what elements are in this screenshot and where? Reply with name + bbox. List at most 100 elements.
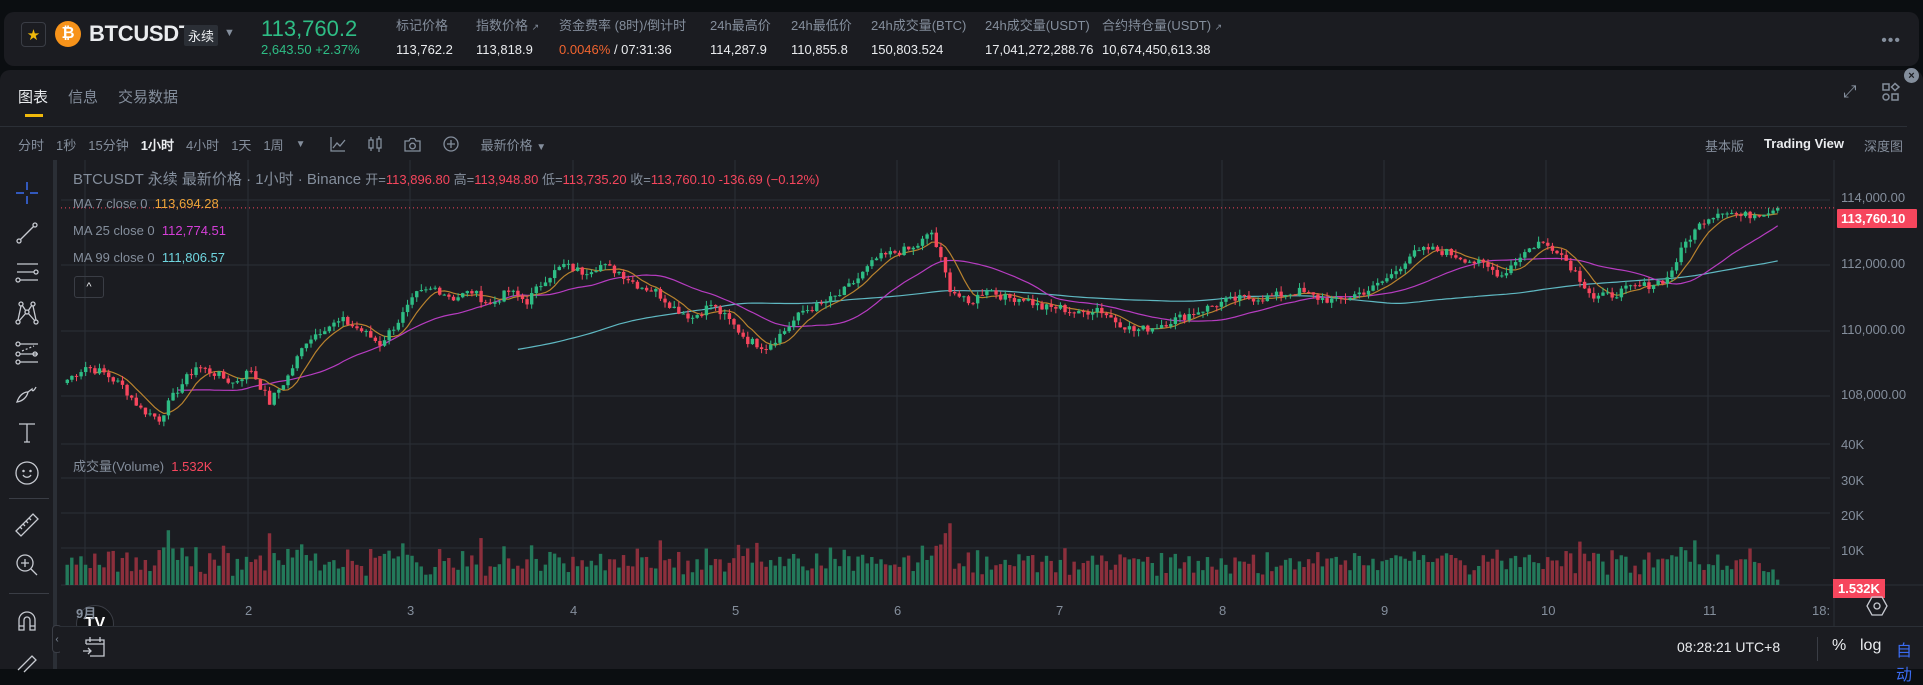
symbol-name[interactable]: BTCUSDT <box>89 21 193 46</box>
y-axis-label: 114,000.00 <box>1841 190 1906 205</box>
timeframe-1d[interactable]: 1天 <box>231 137 252 153</box>
log-scale-toggle[interactable]: log <box>1860 637 1882 654</box>
timeframe-15m[interactable]: 15分钟 <box>88 137 129 153</box>
stat-mark-price: 标记价格 113,762.2 <box>396 18 453 57</box>
divider <box>9 593 49 594</box>
divider <box>0 126 1907 127</box>
crosshair-icon[interactable] <box>12 180 42 206</box>
funding-rate-value: 0.0046% <box>559 42 611 57</box>
chart-bottom-bar: 08:28:21 UTC+8 % log 自动 <box>60 626 1923 684</box>
y-axis-label: 110,000.00 <box>1841 322 1906 337</box>
price-change: 2,643.50 +2.37% <box>261 42 360 57</box>
contract-type-badge: 永续 <box>184 25 219 46</box>
eraser-icon[interactable] <box>12 648 42 674</box>
pattern-icon[interactable] <box>12 300 42 326</box>
star-icon: ★ <box>26 26 41 44</box>
timeframe-1h[interactable]: 1小时 <box>140 137 174 153</box>
x-axis-label: 11 <box>1703 603 1717 618</box>
x-axis-label: 9 <box>1381 603 1389 618</box>
candlestick-chart[interactable] <box>0 160 1923 669</box>
divider <box>9 498 49 499</box>
x-axis-label: 18: <box>1812 603 1831 618</box>
divider <box>1817 637 1818 661</box>
x-axis-label: 7 <box>1056 603 1064 618</box>
indicator-icon[interactable] <box>329 136 346 152</box>
stat-24h-high: 24h最高价 114,287.9 <box>710 18 771 57</box>
x-axis-label: 4 <box>570 603 578 618</box>
external-link-icon: ↗ <box>1214 22 1223 32</box>
stat-index-price[interactable]: 指数价格 ↗ 113,818.9 <box>476 18 540 57</box>
volume-tag: 1.532K <box>1833 579 1885 598</box>
close-icon[interactable]: × <box>1904 68 1919 83</box>
x-axis-label: 2 <box>245 603 253 618</box>
tab-trading-data[interactable]: 交易数据 <box>118 89 179 106</box>
stat-funding-rate: 资金费率 (8时)/倒计时 0.0046% / 07:31:36 <box>559 18 687 57</box>
timeframe-4h[interactable]: 4小时 <box>185 137 220 153</box>
magnet-icon[interactable] <box>12 608 42 634</box>
x-axis-label: 3 <box>407 603 415 618</box>
ruler-icon[interactable] <box>12 512 42 538</box>
view-tradingview[interactable]: Trading View <box>1764 136 1844 151</box>
volume-axis-label: 40K <box>1841 437 1865 452</box>
brush-icon[interactable] <box>12 380 42 406</box>
stat-24h-volume-usdt: 24h成交量(USDT) 17,041,272,288.76 <box>985 18 1094 57</box>
stat-open-interest[interactable]: 合约持仓量(USDT) ↗ 10,674,450,613.38 <box>1102 18 1223 57</box>
panel-tabs: 图表 信息 交易数据 <box>18 86 179 117</box>
chart-area[interactable]: ‹ BTCUSDT 永续 最新价格 · 1小时 · Binance 开=113,… <box>0 160 1923 684</box>
x-axis-label: 10 <box>1541 603 1556 618</box>
timeframe-1w[interactable]: 1周 <box>263 137 284 153</box>
x-axis-label: 9月 <box>76 606 97 621</box>
collapse-legend-button[interactable]: ^ <box>74 276 104 298</box>
auto-scale-toggle[interactable]: 自动 <box>1896 643 1913 684</box>
trendline-icon[interactable] <box>12 220 42 246</box>
view-switcher: 基本版 Trading View 深度图 <box>1705 136 1903 155</box>
external-link-icon: ↗ <box>531 22 540 32</box>
ticker-header: ★ ₿ BTCUSDT 永续 ▼ 113,760.2 2,643.50 +2.3… <box>4 12 1919 66</box>
layout-icon[interactable] <box>1881 82 1901 107</box>
stat-24h-volume-btc: 24h成交量(BTC) 150,803.524 <box>871 18 967 57</box>
tab-info[interactable]: 信息 <box>68 89 99 106</box>
volume-axis-label: 30K <box>1841 473 1865 488</box>
ma25-legend: MA 25 close 0 112,774.51 <box>73 223 226 238</box>
chevron-down-icon: ▼ <box>536 141 547 153</box>
x-axis-label: 5 <box>732 603 740 618</box>
chart-settings-icon[interactable] <box>1866 596 1888 621</box>
x-axis-label: 6 <box>894 603 902 618</box>
x-axis-label: 8 <box>1219 603 1227 618</box>
goto-date-icon[interactable] <box>82 636 106 663</box>
chart-toolbar: 分时 1秒 15分钟 1小时 4小时 1天 1周 ▼ 最新价格 ▼ <box>18 129 558 159</box>
last-price-tag: 113,760.10 <box>1837 209 1917 228</box>
bitcoin-icon: ₿ <box>55 21 81 47</box>
stat-24h-low: 24h最低价 110,855.8 <box>791 18 852 57</box>
y-axis-label: 108,000.00 <box>1841 387 1907 402</box>
add-indicator-icon[interactable] <box>442 136 459 152</box>
ma99-legend: MA 99 close 0 111,806.57 <box>73 250 226 265</box>
zoom-in-icon[interactable] <box>12 552 42 578</box>
candle-type-icon[interactable] <box>367 136 382 152</box>
volume-axis-label: 20K <box>1841 508 1865 523</box>
price-type-select[interactable]: 最新价格 ▼ <box>480 137 547 153</box>
percent-scale-toggle[interactable]: % <box>1832 637 1847 654</box>
emoji-icon[interactable] <box>12 460 42 486</box>
view-basic[interactable]: 基本版 <box>1705 139 1745 154</box>
symbol-dropdown-icon[interactable]: ▼ <box>224 27 235 39</box>
timeframe-line[interactable]: 分时 <box>18 137 45 153</box>
chart-legend: BTCUSDT 永续 最新价格 · 1小时 · Binance 开=113,89… <box>73 171 820 188</box>
camera-icon[interactable] <box>403 137 421 152</box>
fullscreen-icon[interactable]: ⤢ <box>1843 82 1857 101</box>
text-icon[interactable] <box>12 420 42 446</box>
favorite-button[interactable]: ★ <box>21 22 46 47</box>
tab-chart[interactable]: 图表 <box>18 86 48 117</box>
timeframe-1s[interactable]: 1秒 <box>56 137 77 153</box>
view-depth[interactable]: 深度图 <box>1863 139 1903 154</box>
clock-timezone[interactable]: 08:28:21 UTC+8 <box>1677 639 1781 655</box>
funding-countdown: / 07:31:36 <box>610 42 672 57</box>
timeframe-dropdown-icon[interactable]: ▼ <box>295 138 306 150</box>
drawing-toolbar <box>0 160 57 673</box>
more-horizontal-icon[interactable]: ••• <box>1881 32 1901 49</box>
y-axis-label: 112,000.00 <box>1841 256 1906 271</box>
volume-axis-label: 10K <box>1841 543 1865 558</box>
fib-icon[interactable] <box>12 340 42 366</box>
horizontal-lines-icon[interactable] <box>12 260 42 286</box>
chart-panel: 图表 信息 交易数据 ⤢ × 分时 1秒 15分钟 1小时 4小时 1天 1周 … <box>0 68 1923 684</box>
